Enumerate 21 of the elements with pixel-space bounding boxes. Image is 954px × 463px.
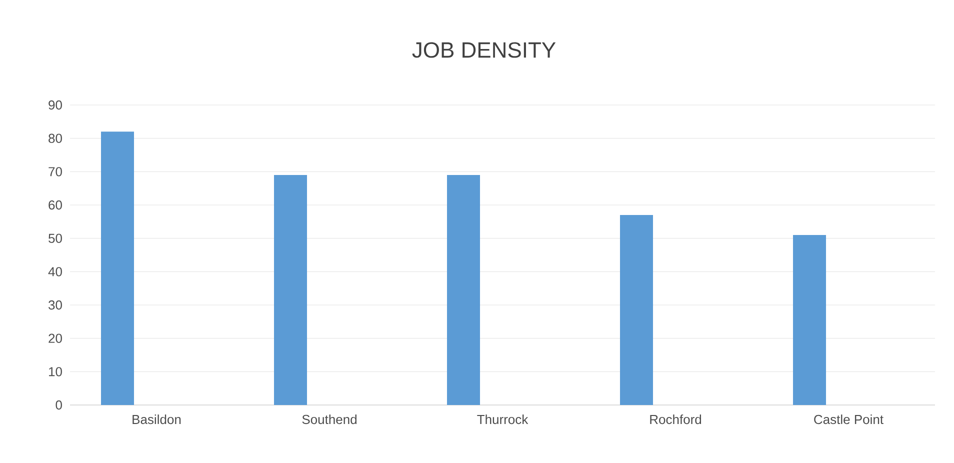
- bar: [620, 215, 654, 405]
- y-tick-label: 20: [48, 334, 62, 343]
- x-tick-label: Southend: [302, 414, 356, 424]
- y-tick-label: 90: [48, 100, 62, 110]
- bar: [447, 175, 480, 405]
- y-tick-label: 10: [49, 367, 62, 376]
- bar: [793, 235, 826, 405]
- y-tick-label: 0: [56, 400, 62, 410]
- y-tick-label: 60: [48, 200, 62, 210]
- y-tick-label: 40: [48, 267, 62, 276]
- x-tick-label: Thurrock: [477, 414, 528, 424]
- chart-title: JOB DENSITY: [412, 42, 556, 58]
- x-tick-label: Rochford: [650, 414, 702, 424]
- y-tick-label: 70: [48, 167, 62, 176]
- y-tick-label: 50: [48, 234, 62, 243]
- bar: [274, 175, 308, 405]
- y-tick-label: 80: [48, 134, 62, 143]
- y-tick-label: 30: [48, 300, 62, 310]
- bar: [101, 132, 134, 405]
- x-tick-label: Castle Point: [814, 414, 884, 424]
- x-tick-label: Basildon: [132, 414, 181, 424]
